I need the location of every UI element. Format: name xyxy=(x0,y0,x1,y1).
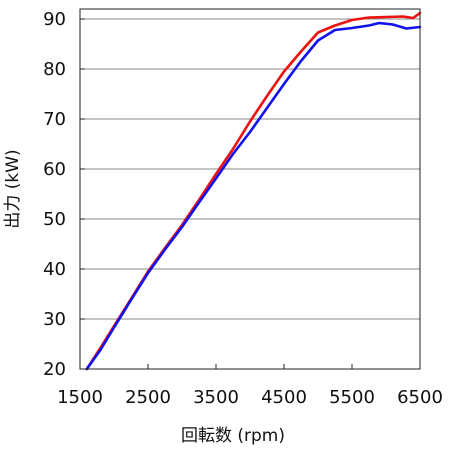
y-tick-label: 20 xyxy=(43,359,66,380)
y-axis-title: 出力 (kW) xyxy=(3,149,23,228)
x-axis-title: 回転数 (rpm) xyxy=(181,426,285,446)
x-tick-label: 5500 xyxy=(329,387,375,408)
y-tick-label: 30 xyxy=(43,309,66,330)
plot-frame xyxy=(79,8,421,370)
x-tick-label: 4500 xyxy=(261,387,307,408)
x-tick-label: 6500 xyxy=(397,387,443,408)
series-lines xyxy=(85,11,422,371)
y-tick-label: 60 xyxy=(43,159,66,180)
x-tick-label: 2500 xyxy=(125,387,171,408)
x-tick-labels: 1500 2500 3500 4500 5500 6500 xyxy=(57,364,443,408)
series-line-1 xyxy=(85,11,422,371)
y-tick-label: 70 xyxy=(43,109,66,130)
y-tick-label: 50 xyxy=(43,209,66,230)
y-tick-labels: 20 30 40 50 60 70 80 90 xyxy=(43,9,85,380)
x-tick-label: 3500 xyxy=(193,387,239,408)
grid-lines xyxy=(80,18,420,370)
x-tick-label: 1500 xyxy=(57,387,103,408)
y-tick-label: 90 xyxy=(43,9,66,30)
y-tick-label: 80 xyxy=(43,59,66,80)
y-tick-label: 40 xyxy=(43,259,66,280)
series-line-2 xyxy=(85,21,422,371)
